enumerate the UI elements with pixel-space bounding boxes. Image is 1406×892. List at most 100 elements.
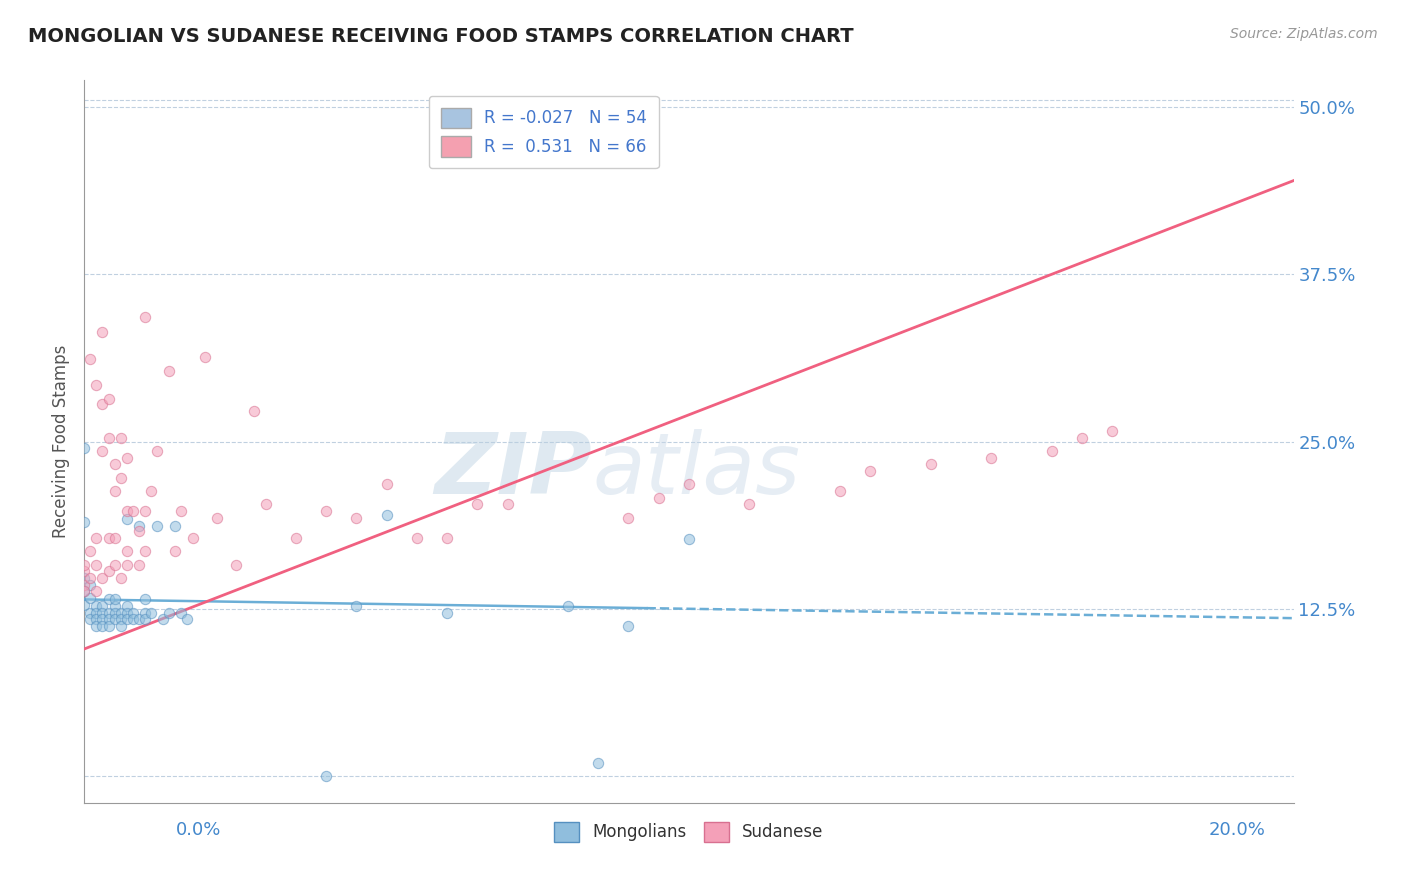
Point (557, 599, 579, 614)
Point (315, 769, 337, 783)
Point (738, 498, 761, 512)
Point (97, 606, 120, 620)
Point (104, 483, 127, 498)
Point (346, 510, 368, 524)
Point (91, 613, 114, 627)
Point (134, 606, 156, 620)
Point (436, 531, 458, 545)
Point (157, 606, 180, 620)
Point (194, 351, 217, 365)
Point (97, 531, 120, 545)
Text: ZIP: ZIP (434, 429, 592, 512)
Point (115, 512, 138, 526)
Point (110, 431, 132, 445)
Point (104, 558, 127, 572)
Point (115, 613, 138, 627)
Point (128, 524, 150, 539)
Point (128, 613, 150, 627)
Point (134, 592, 156, 607)
Point (920, 457, 942, 471)
Point (496, 498, 519, 512)
Point (79, 591, 101, 606)
Point (110, 613, 132, 627)
Point (73, 515, 96, 529)
Point (110, 471, 132, 485)
Point (79, 606, 101, 620)
Point (73, 558, 96, 572)
Point (128, 519, 150, 533)
Point (97, 592, 120, 607)
Point (346, 599, 368, 614)
Text: atlas: atlas (592, 429, 800, 512)
Point (648, 491, 671, 505)
Point (617, 510, 640, 524)
Point (115, 558, 138, 572)
Point (73, 584, 96, 599)
Text: 20.0%: 20.0% (1209, 821, 1265, 838)
Point (176, 613, 198, 627)
Point (128, 558, 150, 572)
Point (73, 578, 96, 592)
Point (115, 606, 138, 620)
Point (97, 613, 120, 627)
Point (91, 397, 114, 411)
Point (104, 457, 127, 471)
Point (110, 606, 132, 620)
Point (678, 532, 700, 546)
Point (115, 599, 138, 614)
Point (588, 756, 610, 770)
Point (315, 504, 337, 518)
Point (104, 531, 127, 545)
Point (104, 613, 127, 627)
Point (207, 510, 229, 524)
Point (91, 325, 114, 339)
Point (242, 403, 264, 417)
Point (436, 606, 458, 620)
Point (121, 606, 143, 620)
Point (467, 498, 489, 512)
Point (121, 504, 143, 518)
Text: Source: ZipAtlas.com: Source: ZipAtlas.com (1230, 27, 1378, 41)
Point (181, 531, 204, 545)
Point (1040, 444, 1063, 458)
Point (104, 592, 127, 607)
Point (254, 498, 277, 512)
Point (146, 444, 169, 458)
Point (170, 606, 193, 620)
Point (73, 598, 96, 612)
Point (73, 442, 96, 455)
Point (121, 613, 143, 627)
Point (285, 531, 308, 545)
Point (104, 606, 127, 620)
Point (86, 606, 108, 620)
Point (165, 544, 187, 558)
Point (1071, 431, 1094, 445)
Point (115, 450, 138, 465)
Point (79, 351, 101, 366)
Point (678, 477, 700, 491)
Point (91, 606, 114, 620)
Point (406, 531, 429, 545)
Point (91, 619, 114, 633)
Point (146, 519, 169, 533)
Text: MONGOLIAN VS SUDANESE RECEIVING FOOD STAMPS CORRELATION CHART: MONGOLIAN VS SUDANESE RECEIVING FOOD STA… (28, 27, 853, 45)
Point (73, 584, 96, 599)
Point (225, 558, 247, 572)
Point (86, 378, 108, 392)
Point (134, 310, 156, 325)
Point (980, 450, 1002, 465)
Point (830, 483, 852, 498)
Point (134, 613, 156, 627)
Point (139, 606, 162, 620)
Point (91, 571, 114, 585)
Point (859, 464, 882, 478)
Point (152, 613, 174, 627)
Point (165, 519, 187, 533)
Point (170, 504, 193, 518)
Point (79, 571, 101, 585)
Point (134, 504, 156, 518)
Point (86, 599, 108, 614)
Point (91, 444, 114, 458)
Y-axis label: Receiving Food Stamps: Receiving Food Stamps (52, 345, 70, 538)
Point (97, 431, 120, 445)
